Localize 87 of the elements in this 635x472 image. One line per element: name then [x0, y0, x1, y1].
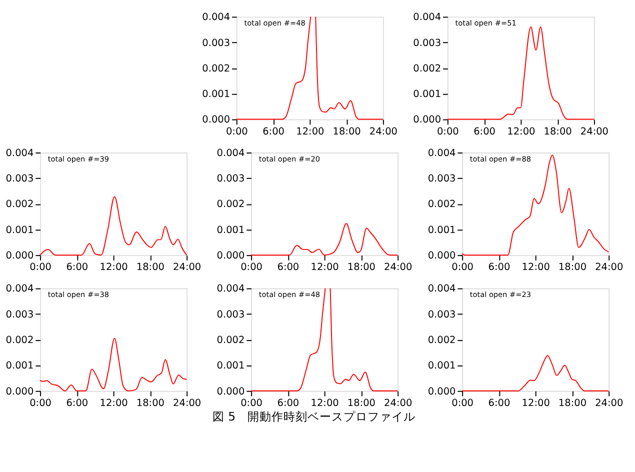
x-tick-label: 6:00	[474, 126, 496, 138]
x-tick-label: 18:00	[558, 398, 587, 410]
x-tick-label: 12:00	[296, 126, 324, 138]
y-tick-label: 0.000	[216, 250, 245, 262]
x-tick-label: 24:00	[384, 262, 412, 274]
x-tick-label: 12:00	[522, 398, 550, 410]
y-tick-label: 0.004	[6, 148, 34, 159]
y-tick-label: 0.003	[413, 38, 442, 49]
x-tick-label: 12:00	[100, 398, 128, 410]
y-tick-label: 0.000	[6, 250, 34, 262]
x-tick-label: 6:00	[66, 398, 88, 410]
x-tick-label: 6:00	[277, 262, 300, 274]
x-tick-label: 12:00	[310, 262, 339, 274]
y-tick-label: 0.000	[413, 114, 442, 126]
y-tick-label: 0.003	[6, 174, 34, 185]
y-tick-label: 0.001	[6, 360, 34, 372]
line-series	[462, 354, 610, 392]
y-tick-label: 0.003	[202, 38, 230, 49]
x-tick-label: 0:00	[452, 398, 474, 410]
y-tick-label: 0.003	[6, 309, 34, 320]
x-tick-label: 0:00	[240, 262, 263, 274]
x-tick-label: 18:00	[136, 262, 164, 274]
line-series	[40, 338, 188, 392]
y-tick-label: 0.004	[216, 148, 245, 159]
y-tick-label: 0.004	[428, 148, 456, 159]
y-tick-label: 0.002	[428, 199, 456, 210]
line-series	[446, 26, 594, 120]
y-tick-label: 0.002	[216, 335, 245, 346]
y-tick-label: 0.001	[202, 89, 230, 100]
line-series	[462, 154, 610, 256]
y-tick-label: 0.002	[202, 63, 230, 74]
y-tick-label: 0.002	[6, 199, 34, 210]
y-tick-label: 0.004	[428, 284, 456, 295]
y-tick-label: 0.001	[413, 89, 442, 100]
y-tick-label: 0.003	[428, 309, 456, 320]
y-tick-label: 0.001	[216, 360, 245, 372]
y-tick-label: 0.003	[428, 174, 456, 185]
x-tick-label: 24:00	[369, 126, 398, 138]
x-tick-label: 6:00	[488, 262, 510, 274]
x-tick-label: 18:00	[544, 126, 572, 138]
y-tick-label: 0.004	[413, 12, 442, 24]
x-tick-label: 0:00	[436, 126, 459, 138]
x-tick-label: 0:00	[452, 262, 474, 274]
x-tick-label: 18:00	[347, 262, 376, 274]
y-tick-label: 0.000	[428, 386, 456, 398]
x-tick-label: 18:00	[558, 262, 587, 274]
x-tick-label: 0:00	[30, 262, 52, 274]
line-series	[40, 196, 188, 256]
x-tick-label: 12:00	[507, 126, 536, 138]
x-tick-label: 18:00	[347, 398, 376, 410]
x-tick-label: 6:00	[262, 126, 284, 138]
x-tick-label: 18:00	[136, 398, 164, 410]
y-tick-label: 0.001	[428, 224, 456, 236]
y-tick-label: 0.001	[216, 224, 245, 236]
x-tick-label: 24:00	[595, 262, 624, 274]
x-tick-label: 24:00	[173, 262, 202, 274]
x-tick-label: 6:00	[488, 398, 510, 410]
x-tick-label: 12:00	[522, 262, 550, 274]
y-tick-label: 0.002	[428, 335, 456, 346]
x-tick-label: 24:00	[173, 398, 202, 410]
x-tick-label: 12:00	[100, 262, 128, 274]
y-tick-label: 0.004	[6, 284, 34, 295]
y-tick-label: 0.000	[202, 114, 230, 126]
y-tick-label: 0.003	[216, 309, 245, 320]
y-tick-label: 0.003	[216, 174, 245, 185]
line-series	[250, 223, 398, 256]
y-tick-label: 0.004	[202, 12, 230, 24]
y-tick-label: 0.000	[216, 386, 245, 398]
y-tick-label: 0.000	[428, 250, 456, 262]
y-tick-label: 0.001	[6, 224, 34, 236]
x-tick-label: 0:00	[30, 398, 52, 410]
y-tick-label: 0.002	[6, 335, 34, 346]
x-tick-label: 12:00	[310, 398, 339, 410]
x-tick-label: 6:00	[66, 262, 88, 274]
x-tick-label: 0:00	[240, 398, 263, 410]
y-tick-label: 0.000	[6, 386, 34, 398]
y-tick-label: 0.004	[216, 284, 245, 295]
y-tick-label: 0.002	[413, 63, 442, 74]
y-tick-label: 0.002	[216, 199, 245, 210]
caption: 図 5 開動作時刻ベースプロファイル	[212, 410, 416, 424]
x-tick-label: 18:00	[332, 126, 361, 138]
y-tick-label: 0.001	[428, 360, 456, 372]
x-tick-label: 24:00	[595, 398, 624, 410]
x-tick-label: 24:00	[580, 126, 609, 138]
x-tick-label: 6:00	[277, 398, 300, 410]
x-tick-label: 24:00	[384, 398, 412, 410]
x-tick-label: 0:00	[226, 126, 248, 138]
